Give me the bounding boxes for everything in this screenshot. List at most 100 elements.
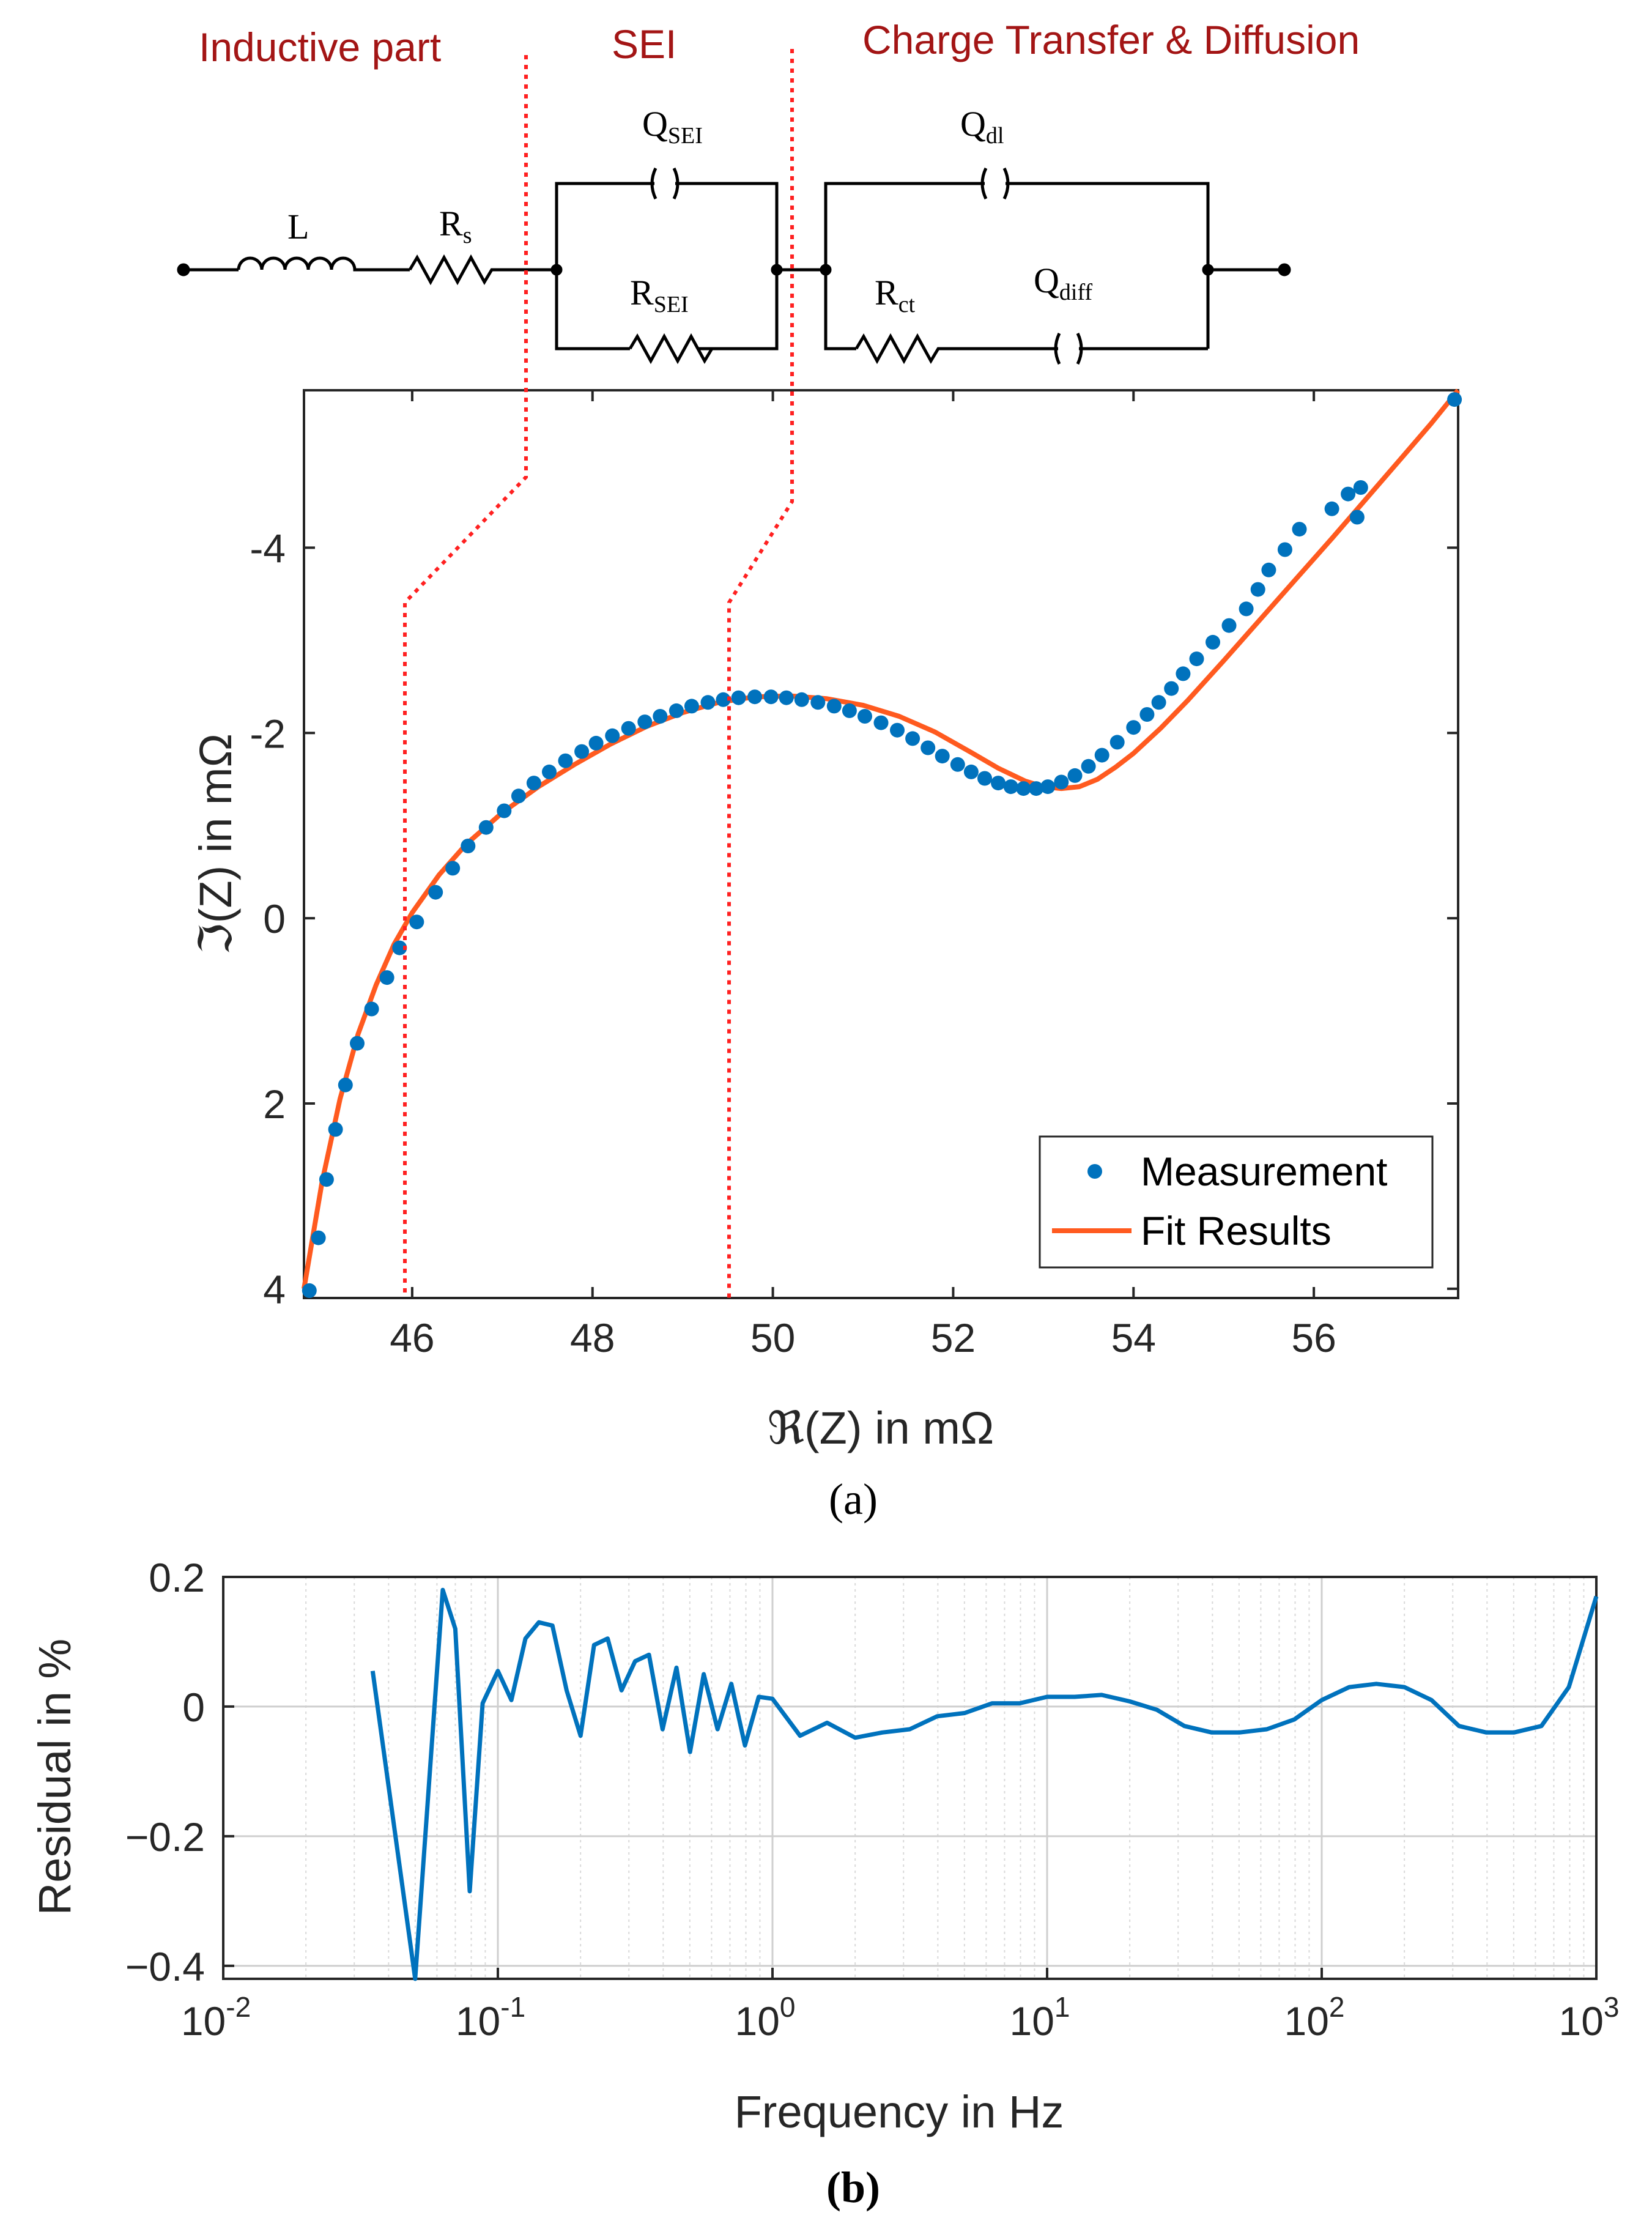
label-Rct: Rct [875, 273, 916, 317]
measurement-point [328, 1122, 343, 1137]
x-tick-label: 101 [1009, 1991, 1070, 2044]
x-tick-label: 48 [570, 1315, 615, 1360]
y-tick-label: 4 [263, 1267, 286, 1312]
measurement-point [890, 722, 905, 738]
measurement-point [1016, 781, 1031, 796]
measurement-point [905, 731, 920, 746]
x-tick-label: 52 [931, 1315, 976, 1360]
cpe-Qdiff [1052, 332, 1083, 365]
cpe-Qdl [979, 167, 1010, 200]
wire [675, 182, 779, 350]
measurement-point [1324, 501, 1339, 516]
measurement-point [1261, 562, 1276, 577]
measurement-point [409, 914, 424, 930]
measurement-point [1206, 634, 1220, 650]
plot-b-area [223, 1577, 1596, 1979]
measurement-point [810, 695, 826, 710]
measurement-point [392, 940, 407, 955]
y-tick-label: −0.4 [125, 1944, 205, 1989]
x-tick-exponent: 2 [1329, 1991, 1345, 2023]
measurement-point [461, 839, 476, 853]
measurement-point [621, 721, 636, 736]
measurement-point [731, 690, 746, 705]
x-tick-base: 10 [735, 1998, 779, 2044]
legend-marker-measurement [1087, 1164, 1102, 1179]
measurement-point [542, 764, 557, 779]
residual-curve [370, 1587, 1599, 1981]
plot-a-ylabel: ℑ(Z) in mΩ [190, 733, 241, 955]
measurement-point [605, 728, 620, 743]
measurement-point [763, 689, 779, 705]
measurement-point [1054, 774, 1069, 790]
measurement-point [1029, 781, 1044, 796]
measurement-point [857, 709, 872, 724]
wire [824, 270, 856, 350]
legend-label-fit: Fit Results [1141, 1208, 1332, 1253]
measurement-point [1341, 486, 1356, 502]
equivalent-circuit [177, 167, 1291, 365]
measurement-point [1126, 720, 1141, 735]
x-tick-label: 46 [390, 1315, 434, 1360]
wire [1006, 182, 1210, 349]
measurement-point [977, 771, 992, 786]
region-label-sei: SEI [612, 21, 676, 67]
measurement-point [558, 753, 573, 768]
x-tick-label: 10-1 [456, 1991, 525, 2044]
measurement-point [379, 970, 394, 985]
measurement-point [1250, 582, 1265, 597]
x-tick-base: 10 [1009, 1998, 1054, 2044]
measurement-point [637, 714, 653, 730]
measurement-point [1164, 681, 1179, 696]
measurement-point [364, 1001, 379, 1017]
plot-b-ylabel: Residual in % [29, 1639, 80, 1915]
measurement-point [963, 764, 979, 779]
measurement-point [684, 699, 699, 714]
measurement-point [873, 715, 889, 730]
measurement-point [588, 735, 604, 751]
measurement-point [716, 692, 731, 707]
x-tick-exponent: -2 [226, 1991, 251, 2023]
measurement-point [574, 744, 590, 759]
boundary-inductive-sei [403, 55, 528, 1298]
label-QSEI: QSEI [642, 104, 703, 149]
measurement-point [1040, 779, 1056, 795]
wire [555, 270, 630, 350]
measurement-points [302, 392, 1462, 1298]
measurement-point [1277, 542, 1292, 557]
measurement-point [920, 740, 936, 755]
measurement-point [1221, 618, 1237, 633]
measurement-point [511, 788, 526, 804]
label-RSEI: RSEI [630, 273, 689, 317]
region-label-charge-transfer: Charge Transfer & Diffusion [862, 17, 1360, 62]
y-tick-label: 2 [263, 1081, 286, 1127]
measurement-point [700, 695, 716, 710]
y-tick-label: -4 [250, 525, 286, 571]
x-tick-base: 10 [181, 1998, 226, 2044]
measurement-point [428, 885, 443, 900]
x-tick-exponent: 1 [1054, 1991, 1070, 2023]
measurement-point [1292, 522, 1307, 537]
cpe-QSEI [648, 167, 680, 200]
measurement-point [350, 1036, 365, 1051]
x-tick-base: 10 [1558, 1998, 1603, 2044]
measurement-point [526, 776, 541, 791]
plot-a-xlabel: ℜ(Z) in mΩ [768, 1403, 994, 1453]
measurement-point [747, 689, 763, 705]
label-Qdiff: Qdiff [1034, 261, 1092, 305]
x-tick-label: 100 [735, 1991, 795, 2044]
measurement-point [935, 749, 950, 764]
measurement-point [1189, 651, 1204, 667]
x-tick-exponent: 3 [1604, 1991, 1620, 2023]
measurement-point [779, 690, 794, 705]
y-tick-label: 0 [263, 896, 286, 941]
measurement-point [311, 1230, 326, 1245]
measurement-point [445, 861, 461, 876]
resistor-RSEI [628, 333, 714, 365]
x-tick-label: 102 [1284, 1991, 1344, 2044]
inductor-L [237, 256, 410, 272]
plot-b-frame [222, 1576, 1598, 1980]
measurement-point [302, 1283, 317, 1298]
label-Rs: Rs [439, 204, 472, 248]
